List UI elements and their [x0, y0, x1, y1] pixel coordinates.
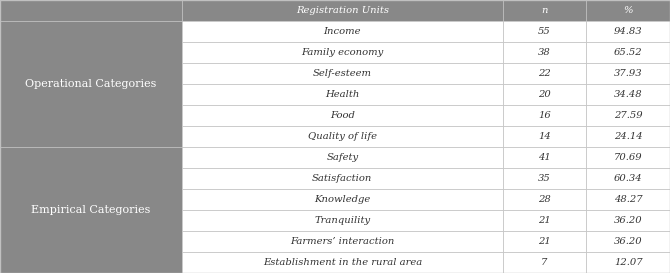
- Bar: [182, 105, 502, 126]
- Text: 36.20: 36.20: [614, 237, 643, 246]
- Text: Farmers’ interaction: Farmers’ interaction: [290, 237, 395, 246]
- Text: 24.14: 24.14: [614, 132, 643, 141]
- Text: Health: Health: [325, 90, 360, 99]
- Text: Income: Income: [324, 27, 361, 36]
- Text: 12.07: 12.07: [614, 258, 643, 267]
- Text: Satisfaction: Satisfaction: [312, 174, 373, 183]
- Text: 7: 7: [541, 258, 547, 267]
- Text: Empirical Categories: Empirical Categories: [31, 205, 151, 215]
- Bar: [502, 210, 586, 231]
- Text: n: n: [541, 6, 547, 15]
- Bar: [182, 84, 502, 105]
- Text: Operational Categories: Operational Categories: [25, 79, 157, 89]
- Text: Establishment in the rural area: Establishment in the rural area: [263, 258, 422, 267]
- Bar: [586, 231, 670, 252]
- Text: 65.52: 65.52: [614, 48, 643, 57]
- Bar: [502, 252, 586, 273]
- Text: 14: 14: [538, 132, 551, 141]
- Text: Tranquility: Tranquility: [314, 216, 371, 225]
- Text: 27.59: 27.59: [614, 111, 643, 120]
- Bar: [586, 42, 670, 63]
- Bar: [586, 210, 670, 231]
- Bar: [182, 252, 502, 273]
- Text: 55: 55: [538, 27, 551, 36]
- Text: 38: 38: [538, 48, 551, 57]
- Text: %: %: [623, 6, 633, 15]
- Bar: [182, 231, 502, 252]
- Bar: [586, 168, 670, 189]
- Bar: [502, 0, 586, 21]
- Text: 16: 16: [538, 111, 551, 120]
- Text: Safety: Safety: [326, 153, 358, 162]
- Bar: [586, 84, 670, 105]
- Bar: [182, 42, 502, 63]
- Text: 35: 35: [538, 174, 551, 183]
- Text: 60.34: 60.34: [614, 174, 643, 183]
- Bar: [182, 210, 502, 231]
- Text: Quality of life: Quality of life: [308, 132, 377, 141]
- Bar: [502, 42, 586, 63]
- Bar: [182, 21, 502, 42]
- Bar: [502, 147, 586, 168]
- Text: 21: 21: [538, 216, 551, 225]
- Text: 37.93: 37.93: [614, 69, 643, 78]
- Text: 22: 22: [538, 69, 551, 78]
- Bar: [182, 189, 502, 210]
- Bar: [182, 168, 502, 189]
- Bar: [502, 189, 586, 210]
- Bar: [586, 0, 670, 21]
- Bar: [502, 21, 586, 42]
- Text: Food: Food: [330, 111, 355, 120]
- Bar: [502, 126, 586, 147]
- Text: 70.69: 70.69: [614, 153, 643, 162]
- Text: 94.83: 94.83: [614, 27, 643, 36]
- Bar: [586, 105, 670, 126]
- Bar: [502, 63, 586, 84]
- Bar: [586, 252, 670, 273]
- Text: 28: 28: [538, 195, 551, 204]
- Text: Family economy: Family economy: [302, 48, 383, 57]
- Bar: [586, 63, 670, 84]
- Bar: [0, 147, 182, 273]
- Text: 36.20: 36.20: [614, 216, 643, 225]
- Bar: [502, 231, 586, 252]
- Bar: [586, 21, 670, 42]
- Text: Self-esteem: Self-esteem: [313, 69, 372, 78]
- Bar: [586, 189, 670, 210]
- Bar: [502, 168, 586, 189]
- Text: 48.27: 48.27: [614, 195, 643, 204]
- Bar: [586, 126, 670, 147]
- Text: Registration Units: Registration Units: [296, 6, 389, 15]
- Text: 34.48: 34.48: [614, 90, 643, 99]
- Text: Knowledge: Knowledge: [314, 195, 371, 204]
- Bar: [0, 21, 182, 147]
- Bar: [182, 147, 502, 168]
- Bar: [182, 63, 502, 84]
- Bar: [586, 147, 670, 168]
- Text: 41: 41: [538, 153, 551, 162]
- Bar: [0, 0, 182, 21]
- Bar: [502, 84, 586, 105]
- Text: 21: 21: [538, 237, 551, 246]
- Bar: [182, 0, 502, 21]
- Bar: [182, 126, 502, 147]
- Text: 20: 20: [538, 90, 551, 99]
- Bar: [502, 105, 586, 126]
